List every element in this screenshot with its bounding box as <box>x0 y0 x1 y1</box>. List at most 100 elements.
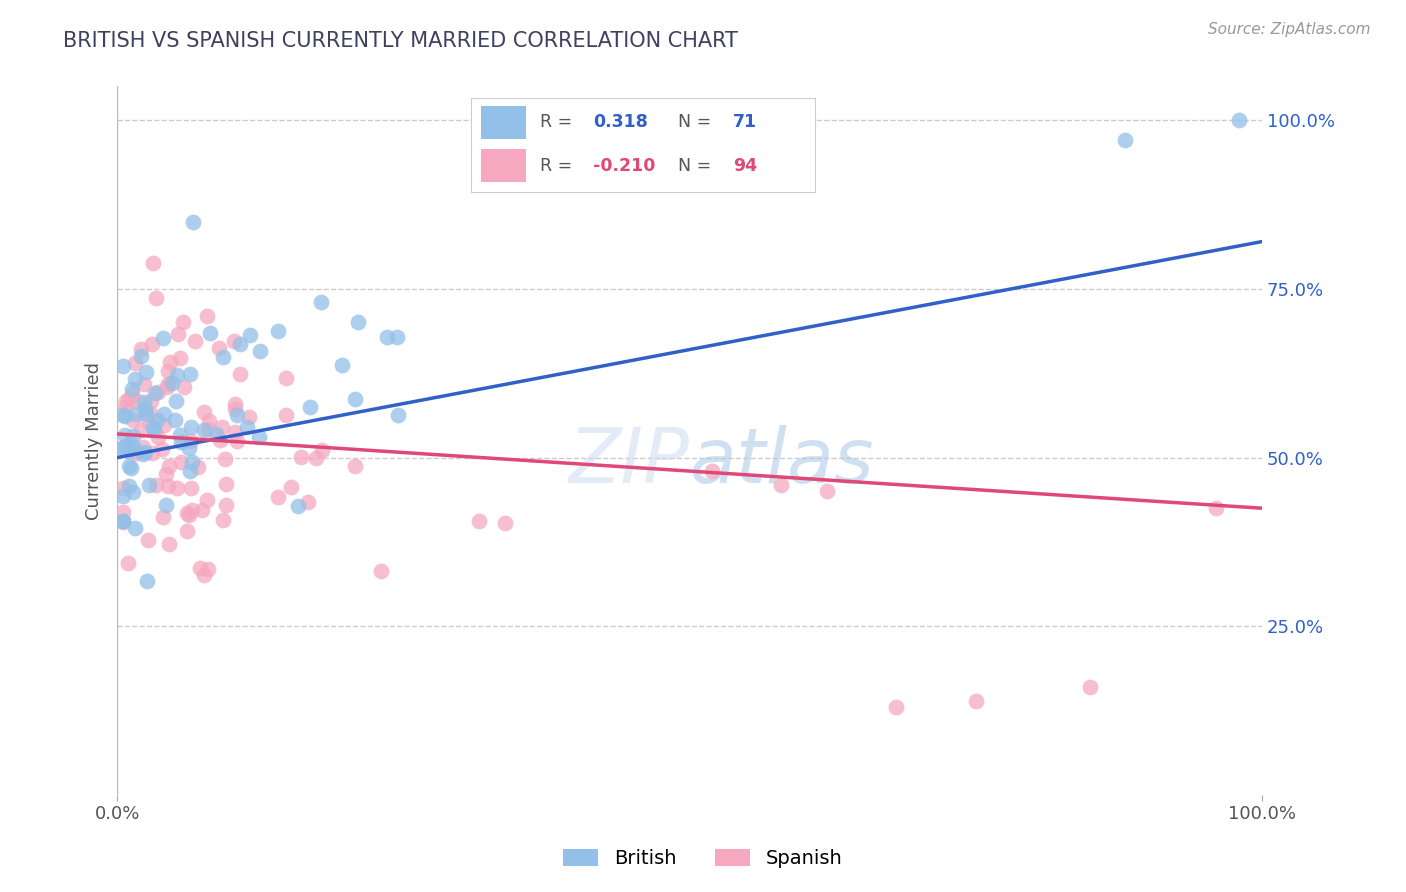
Point <box>195 310 218 324</box>
Point <box>112 408 135 422</box>
Point <box>135 407 157 421</box>
Point <box>124 356 146 370</box>
Point <box>124 521 146 535</box>
Point <box>111 440 134 454</box>
Point <box>118 479 141 493</box>
Point <box>387 408 409 422</box>
Point <box>114 401 136 415</box>
Point <box>132 440 155 454</box>
Point <box>156 479 179 493</box>
Point <box>170 455 193 469</box>
Point <box>179 508 201 522</box>
Point <box>287 499 309 513</box>
Point <box>143 385 166 400</box>
Point <box>347 315 370 329</box>
Point <box>165 393 187 408</box>
Point <box>343 459 366 474</box>
Text: -0.210: -0.210 <box>593 157 655 175</box>
Point <box>125 407 148 421</box>
Point <box>117 444 139 458</box>
Point <box>121 387 143 401</box>
Point <box>298 401 321 415</box>
Point <box>225 408 247 422</box>
Point <box>1227 113 1250 128</box>
Text: N =: N = <box>678 157 717 175</box>
Point <box>177 441 200 455</box>
Point <box>181 455 204 469</box>
Text: 71: 71 <box>733 113 756 131</box>
Text: Source: ZipAtlas.com: Source: ZipAtlas.com <box>1208 22 1371 37</box>
Point <box>211 350 233 364</box>
Point <box>111 515 134 529</box>
Point <box>187 460 209 475</box>
Point <box>136 574 159 588</box>
Point <box>208 433 231 447</box>
Point <box>138 478 160 492</box>
Point <box>207 341 229 355</box>
Point <box>136 533 159 547</box>
Point <box>815 484 838 499</box>
Point <box>120 461 142 475</box>
Point <box>311 295 333 310</box>
Point <box>145 478 167 492</box>
Text: R =: R = <box>540 157 578 175</box>
Text: N =: N = <box>678 113 717 131</box>
Point <box>267 324 290 338</box>
Point <box>965 693 987 707</box>
Point <box>468 514 491 528</box>
Point <box>180 434 202 448</box>
Point <box>188 561 211 575</box>
Point <box>297 495 319 509</box>
Point <box>236 419 259 434</box>
Point <box>148 430 170 444</box>
Point <box>169 435 191 450</box>
Point <box>141 336 163 351</box>
Point <box>142 256 165 270</box>
Point <box>155 380 177 394</box>
Point <box>124 372 146 386</box>
Point <box>157 364 180 378</box>
Point <box>141 394 163 409</box>
Point <box>157 537 180 551</box>
Bar <box>481 105 526 139</box>
Point <box>266 490 288 504</box>
Point <box>370 564 392 578</box>
Point <box>124 446 146 460</box>
Point <box>160 376 183 390</box>
Point <box>135 365 157 379</box>
Text: BRITISH VS SPANISH CURRENTLY MARRIED CORRELATION CHART: BRITISH VS SPANISH CURRENTLY MARRIED COR… <box>63 31 738 51</box>
Point <box>193 405 215 419</box>
Point <box>173 380 195 394</box>
Point <box>770 477 793 491</box>
Point <box>122 429 145 443</box>
Bar <box>481 149 526 183</box>
Point <box>224 401 246 416</box>
Y-axis label: Currently Married: Currently Married <box>86 362 103 520</box>
Point <box>122 413 145 427</box>
Point <box>330 359 353 373</box>
Point <box>247 430 270 444</box>
Point <box>118 458 141 473</box>
Point <box>111 442 134 457</box>
Point <box>152 417 174 432</box>
Point <box>156 377 179 392</box>
Text: R =: R = <box>540 113 578 131</box>
Text: 0.318: 0.318 <box>593 113 648 131</box>
Point <box>494 516 516 531</box>
Point <box>197 562 219 576</box>
Point <box>222 334 245 349</box>
Point <box>1114 133 1136 147</box>
Point <box>215 498 238 512</box>
Point <box>193 423 215 437</box>
Point <box>169 427 191 442</box>
Point <box>179 464 201 478</box>
Point <box>111 481 134 495</box>
Point <box>344 392 367 406</box>
Point <box>176 506 198 520</box>
Point <box>184 334 207 349</box>
Point <box>114 428 136 442</box>
Point <box>702 464 724 478</box>
Point <box>205 427 228 442</box>
Point <box>131 447 153 461</box>
Point <box>111 514 134 528</box>
